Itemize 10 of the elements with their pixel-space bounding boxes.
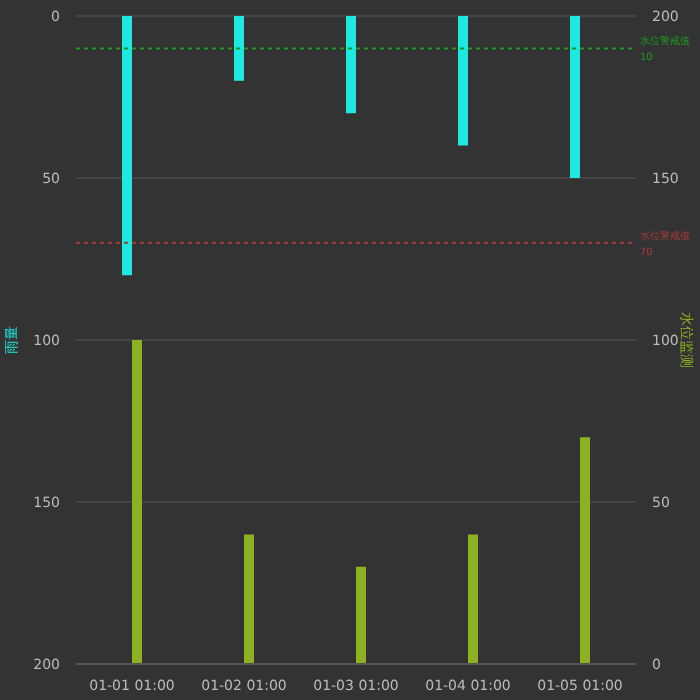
bar: [234, 16, 244, 81]
bar: [468, 534, 478, 664]
bar: [132, 340, 142, 664]
bar: [346, 16, 356, 114]
bar: [458, 16, 468, 146]
bar: [570, 16, 580, 178]
bar: [356, 566, 366, 664]
bar: [122, 16, 132, 276]
bar: [244, 534, 254, 664]
bar: [580, 437, 590, 664]
